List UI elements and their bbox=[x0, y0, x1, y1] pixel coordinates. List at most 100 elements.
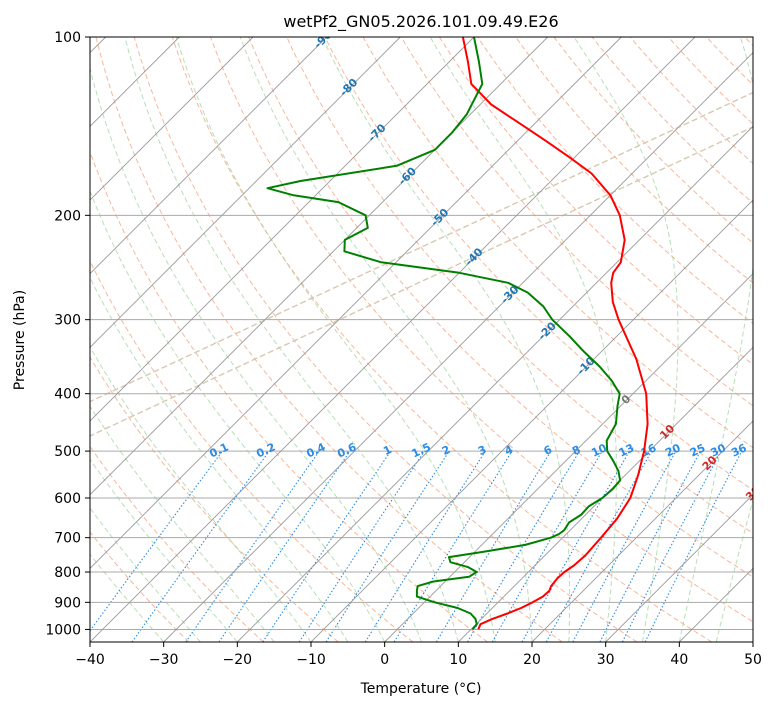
isotherm-label: -60 bbox=[396, 164, 419, 187]
mixing-ratio-line bbox=[364, 450, 486, 642]
plot-area: 0.1 0.2 0.4 0.6 1 1.5 2 3 4 6 8 10 13 16 20 25 30 36-90-8… bbox=[90, 37, 753, 642]
x-tick-label: 40 bbox=[670, 652, 688, 668]
moist-adiabat bbox=[90, 66, 422, 642]
mixing-ratio-label: 8 bbox=[570, 443, 582, 458]
y-tick-label: 1000 bbox=[45, 622, 81, 638]
moist-adiabat bbox=[239, 37, 533, 642]
mixing-ratio-line bbox=[262, 450, 392, 642]
isotherm-label: -10 bbox=[574, 354, 597, 377]
moist-adiabat bbox=[321, 37, 571, 642]
mixing-ratio-line bbox=[393, 450, 513, 642]
dry-adiabat bbox=[515, 37, 753, 284]
dry-adiabats bbox=[90, 37, 753, 642]
moist-adiabat bbox=[752, 640, 753, 642]
mixing-ratio-line bbox=[599, 450, 701, 642]
dry-adiabat bbox=[90, 259, 414, 642]
isotherm-line bbox=[90, 37, 548, 496]
mixing-ratio-line bbox=[185, 450, 320, 642]
dry-adiabat bbox=[400, 37, 753, 407]
y-tick-label: 400 bbox=[54, 387, 81, 403]
dry-adiabat bbox=[90, 445, 264, 642]
isotherm-line bbox=[90, 37, 622, 569]
dry-adiabat bbox=[133, 37, 638, 642]
isotherm-line bbox=[752, 641, 753, 642]
x-axis-label: Temperature (°C) bbox=[360, 681, 482, 697]
isotherm-line bbox=[605, 494, 753, 642]
moist-adiabat bbox=[90, 189, 386, 642]
isotherm-line bbox=[458, 346, 753, 642]
dewpoint-profile bbox=[266, 37, 622, 631]
dry-adiabat bbox=[744, 37, 753, 47]
isotherm-line bbox=[237, 125, 753, 642]
mixing-ratio-line bbox=[325, 450, 450, 642]
mixing-ratio-label: 1.5 bbox=[410, 440, 433, 460]
mixing-ratio-line bbox=[644, 450, 743, 642]
y-tick-label: 300 bbox=[54, 313, 81, 329]
moist-adiabat bbox=[90, 507, 201, 642]
isobar-gridlines bbox=[90, 37, 753, 630]
isotherm-line bbox=[679, 567, 753, 642]
moist-adiabat bbox=[90, 458, 238, 642]
mixing-ratio-line bbox=[545, 450, 653, 642]
moist-adiabats bbox=[90, 37, 753, 642]
sounding-profiles bbox=[266, 37, 649, 631]
isotherm-line bbox=[163, 52, 753, 642]
x-tick-label: −40 bbox=[75, 652, 105, 668]
x-tick-label: −10 bbox=[296, 652, 326, 668]
y-axis-label: Pressure (hPa) bbox=[12, 290, 28, 390]
x-tick-label: 30 bbox=[597, 652, 615, 668]
mixing-ratio-label: 0.1 bbox=[207, 440, 230, 460]
mixing-ratio-line bbox=[521, 450, 630, 642]
dry-adiabat bbox=[90, 150, 488, 642]
isotherm-gridlines bbox=[90, 37, 753, 642]
mixing-ratio-line bbox=[218, 450, 351, 642]
dry-adiabat bbox=[90, 531, 190, 642]
moist-adiabat bbox=[715, 497, 753, 642]
mixing-ratio-label: 10 bbox=[589, 441, 609, 459]
dry-adiabat bbox=[95, 37, 563, 642]
dry-adiabat bbox=[210, 37, 753, 623]
moist-adiabat bbox=[573, 37, 679, 642]
temperature-profile bbox=[461, 37, 649, 630]
mixing-ratio-line bbox=[621, 450, 722, 642]
mixing-ratio-label: 0.6 bbox=[335, 440, 358, 460]
isotherm-line bbox=[90, 37, 475, 422]
saturation-curve bbox=[90, 91, 753, 403]
y-tick-label: 800 bbox=[54, 565, 81, 581]
y-tick-label: 700 bbox=[54, 531, 81, 547]
chart-title: wetPf2_GN05.2026.101.09.49.E26 bbox=[283, 12, 558, 32]
moist-adiabat bbox=[90, 346, 312, 642]
isotherm-line bbox=[384, 273, 753, 642]
x-tick-label: 0 bbox=[380, 652, 389, 668]
saturation-curve bbox=[90, 126, 753, 437]
mixing-ratio-label: 25 bbox=[688, 441, 707, 459]
isotherm-line bbox=[90, 37, 327, 275]
moist-adiabat bbox=[90, 405, 275, 642]
mixing-ratio-label: 2 bbox=[440, 443, 452, 458]
mixing-ratio-label: 6 bbox=[542, 443, 555, 458]
mixing-ratio-line bbox=[435, 450, 552, 642]
y-tick-label: 200 bbox=[54, 208, 81, 224]
mixing-ratio-label: 20 bbox=[663, 441, 683, 459]
y-axis: 100 200 300 400 500 600 700 800 900 1000 bbox=[45, 30, 90, 638]
mixing-ratio-line bbox=[90, 450, 223, 632]
isotherm-label: 0 bbox=[619, 392, 634, 407]
x-axis: −40 −30 −20 −10 0 10 20 30 40 50 bbox=[75, 642, 762, 668]
dry-adiabat bbox=[591, 37, 753, 204]
mixing-ratio-label: 13 bbox=[617, 441, 636, 459]
mixing-ratio-label: 4 bbox=[503, 443, 516, 458]
plot-frame bbox=[89, 36, 754, 643]
mixing-ratio-label: 36 bbox=[729, 441, 749, 459]
isotherm-label: -40 bbox=[462, 245, 485, 268]
mixing-ratio-line bbox=[298, 450, 425, 642]
mixing-ratio-line bbox=[467, 450, 580, 642]
isotherm-line bbox=[90, 37, 401, 348]
isotherm-line bbox=[90, 37, 696, 642]
x-tick-label: 10 bbox=[449, 652, 467, 668]
y-tick-label: 600 bbox=[54, 491, 81, 507]
mixing-ratio-lines bbox=[90, 450, 743, 642]
mixing-ratio-label: 3 bbox=[476, 443, 488, 458]
moist-adiabat bbox=[124, 37, 459, 642]
x-tick-label: −20 bbox=[223, 652, 253, 668]
